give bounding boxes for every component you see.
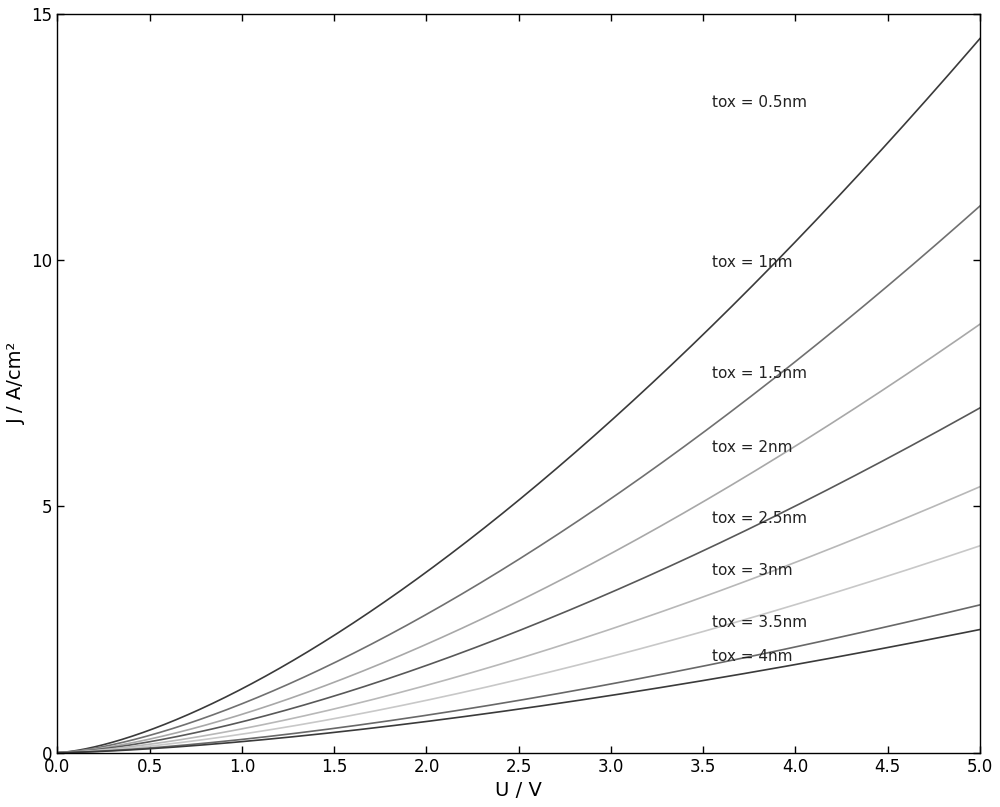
Text: tox = 0.5nm: tox = 0.5nm: [712, 95, 807, 110]
Text: tox = 2.5nm: tox = 2.5nm: [712, 511, 807, 526]
Text: tox = 3nm: tox = 3nm: [712, 563, 793, 578]
Text: tox = 1.5nm: tox = 1.5nm: [712, 366, 807, 381]
Text: tox = 2nm: tox = 2nm: [712, 440, 793, 455]
Text: tox = 4nm: tox = 4nm: [712, 649, 793, 664]
Text: tox = 3.5nm: tox = 3.5nm: [712, 615, 808, 629]
Y-axis label: J / A/cm²: J / A/cm²: [7, 342, 26, 424]
X-axis label: U / V: U / V: [495, 781, 542, 800]
Text: tox = 1nm: tox = 1nm: [712, 255, 793, 270]
